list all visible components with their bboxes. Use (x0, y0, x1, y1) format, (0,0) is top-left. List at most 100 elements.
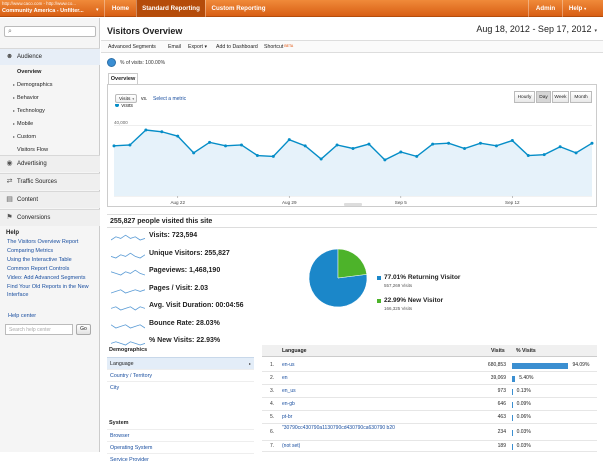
help-link[interactable]: Video: Add Advanced Segments (7, 275, 86, 281)
sidebar-item-visitors-flow[interactable]: Visitors Flow (0, 144, 100, 156)
visits-point[interactable] (239, 143, 243, 147)
visits-point[interactable] (144, 128, 148, 132)
row-language-link[interactable]: pt-br (282, 414, 293, 420)
account-selector[interactable]: http://www.caco.com - http://www.co... C… (2, 1, 102, 16)
sidebar-section-traffic-sources[interactable]: ⇄ Traffic Sources (0, 173, 100, 190)
col-visits[interactable]: Visits (491, 348, 505, 354)
visits-point[interactable] (558, 145, 562, 149)
sidebar-section-content[interactable]: ▤ Content (0, 191, 100, 208)
visits-point[interactable] (478, 141, 482, 145)
email-button[interactable]: Email (168, 44, 181, 50)
sidebar-item-behavior[interactable]: ▸ Behavior (0, 92, 100, 104)
select-metric-link[interactable]: Select a metric (153, 96, 187, 102)
visits-point[interactable] (176, 134, 180, 138)
help-link[interactable]: Common Report Controls (7, 266, 70, 272)
row-language-link[interactable]: en (282, 375, 288, 381)
visits-point[interactable] (526, 154, 530, 158)
visits-point[interactable] (112, 144, 116, 148)
help-link[interactable]: The Visitors Overview Report (7, 239, 79, 245)
dim-os[interactable]: Operating System (107, 441, 254, 453)
metric-select[interactable]: Visits ▾ (115, 94, 137, 103)
date-range-picker[interactable]: Aug 18, 2012 - Sep 17, 2012 ▾ (476, 24, 597, 34)
visitor-type-pie[interactable] (306, 246, 370, 310)
visits-point[interactable] (431, 142, 435, 146)
row-language-link[interactable]: en-us (282, 362, 295, 368)
visits-chart-panel: Visits ▾ vs. Select a metric Hourly Day W… (107, 84, 597, 207)
help-search-input[interactable]: Search help center (5, 324, 73, 335)
col-pct-visits[interactable]: % Visits (516, 348, 536, 354)
help-center-link[interactable]: Help center (8, 313, 37, 319)
visits-point[interactable] (510, 139, 514, 143)
sidebar-item-overview[interactable]: Overview (0, 66, 100, 78)
visits-point[interactable] (287, 138, 291, 142)
dim-service-provider[interactable]: Service Provider (107, 453, 254, 465)
month-button[interactable]: Month (570, 91, 592, 103)
sidebar-section-conversions[interactable]: ⚑ Conversions (0, 209, 100, 226)
week-button[interactable]: Week (552, 91, 569, 103)
visits-point[interactable] (415, 154, 419, 158)
triangle-right-icon: ▸ (13, 108, 16, 113)
nav-help-label: Help (568, 5, 583, 12)
visits-point[interactable] (383, 158, 387, 162)
go-button[interactable]: Go (76, 324, 91, 335)
dim-country[interactable]: Country / Territory (107, 369, 254, 381)
visits-point[interactable] (399, 150, 403, 154)
pie-slice-returning[interactable] (308, 248, 368, 308)
sidebar-search-input[interactable]: ⌕ (4, 26, 96, 37)
export-button[interactable]: Export ▾ (188, 44, 207, 50)
visits-point[interactable] (463, 146, 467, 150)
visits-point[interactable] (255, 154, 259, 158)
visits-point[interactable] (128, 143, 132, 147)
row-language-link[interactable]: en-gb (282, 401, 295, 407)
sidebar-item-custom[interactable]: ▸ Custom (0, 131, 100, 143)
col-language[interactable]: Language (282, 348, 307, 354)
sidebar-section-advertising[interactable]: ◉ Advertising (0, 155, 100, 172)
chevron-down-icon[interactable]: ▾ (96, 7, 99, 13)
dim-language[interactable]: Language ▸ (107, 357, 254, 369)
visits-point[interactable] (367, 142, 371, 146)
sidebar-item-label: Custom (17, 134, 36, 140)
sidebar-item-demographics[interactable]: ▸ Demographics (0, 79, 100, 91)
visits-point[interactable] (192, 151, 196, 155)
chart-resize-handle[interactable] (344, 203, 362, 206)
sidebar-item-label: Technology (17, 108, 45, 114)
visits-point[interactable] (160, 130, 164, 134)
sidebar-item-mobile[interactable]: ▸ Mobile (0, 118, 100, 130)
dim-browser[interactable]: Browser (107, 429, 254, 441)
dim-city[interactable]: City (107, 381, 254, 393)
visits-point[interactable] (224, 144, 228, 148)
nav-admin[interactable]: Admin (528, 0, 562, 17)
add-to-dashboard-button[interactable]: Add to Dashboard (216, 44, 258, 50)
row-language-link[interactable]: en_us (282, 388, 296, 394)
visits-point[interactable] (335, 143, 339, 147)
row-language-link[interactable]: (not set) (282, 443, 301, 449)
visits-point[interactable] (542, 153, 546, 157)
visits-point[interactable] (494, 144, 498, 148)
visits-point[interactable] (319, 157, 323, 161)
visits-point[interactable] (208, 140, 212, 144)
advanced-segments-button[interactable]: Advanced Segments (108, 44, 156, 50)
nav-standard-reporting[interactable]: Standard Reporting (136, 0, 205, 17)
help-link[interactable]: Find Your Old Reports in the New Interfa… (7, 284, 89, 298)
help-link[interactable]: Using the Interactive Table (7, 257, 72, 263)
hourly-button[interactable]: Hourly (514, 91, 535, 103)
day-button[interactable]: Day (536, 91, 551, 103)
date-range-text: Aug 18, 2012 - Sep 17, 2012 (476, 24, 592, 34)
visits-point[interactable] (574, 151, 578, 155)
nav-help[interactable]: Help ▾ (562, 0, 592, 17)
pie-slice-new[interactable] (337, 248, 368, 279)
help-link[interactable]: Comparing Metrics (7, 248, 54, 254)
shortcut-button[interactable]: ShortcutBETA (264, 44, 293, 50)
visits-point[interactable] (271, 154, 275, 158)
tab-overview[interactable]: Overview (108, 73, 138, 84)
nav-home[interactable]: Home (104, 0, 136, 17)
visits-point[interactable] (303, 144, 307, 148)
nav-custom-reporting[interactable]: Custom Reporting (205, 0, 271, 17)
row-language-link[interactable]: "30790cc430790a1130790cd430790ca630790 b… (282, 425, 395, 431)
visits-point[interactable] (351, 146, 355, 150)
sidebar-section-audience[interactable]: ☻ Audience (0, 48, 100, 65)
visits-point[interactable] (590, 141, 594, 145)
visits-point[interactable] (447, 141, 451, 145)
sidebar-item-technology[interactable]: ▸ Technology (0, 105, 100, 117)
